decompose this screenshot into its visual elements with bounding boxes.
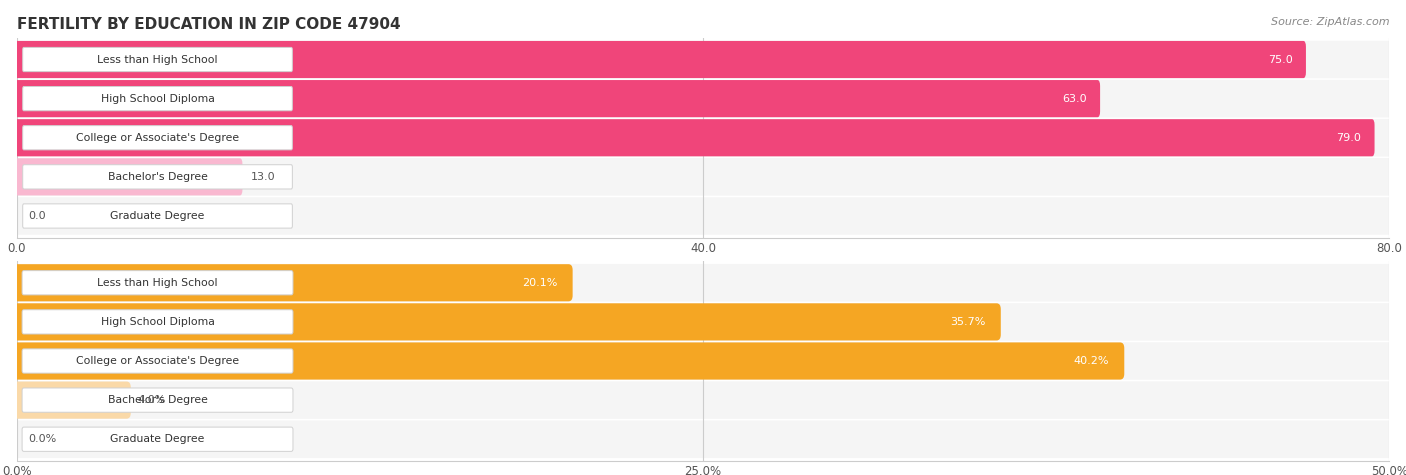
FancyBboxPatch shape — [22, 48, 292, 72]
Text: Bachelor's Degree: Bachelor's Degree — [108, 172, 208, 182]
Text: High School Diploma: High School Diploma — [101, 317, 215, 327]
Text: 0.0%: 0.0% — [28, 434, 56, 444]
Text: Source: ZipAtlas.com: Source: ZipAtlas.com — [1271, 17, 1389, 27]
FancyBboxPatch shape — [22, 165, 292, 189]
Text: 75.0: 75.0 — [1268, 55, 1292, 65]
Text: Graduate Degree: Graduate Degree — [110, 211, 205, 221]
FancyBboxPatch shape — [13, 342, 1125, 380]
FancyBboxPatch shape — [13, 264, 572, 301]
FancyBboxPatch shape — [17, 80, 1389, 117]
Text: 4.0%: 4.0% — [138, 395, 166, 405]
FancyBboxPatch shape — [22, 349, 292, 373]
FancyBboxPatch shape — [22, 86, 292, 111]
FancyBboxPatch shape — [22, 204, 292, 228]
Text: College or Associate's Degree: College or Associate's Degree — [76, 356, 239, 366]
FancyBboxPatch shape — [13, 304, 1001, 341]
Text: 0.0: 0.0 — [28, 211, 45, 221]
FancyBboxPatch shape — [22, 125, 292, 150]
FancyBboxPatch shape — [17, 197, 1389, 235]
Text: 79.0: 79.0 — [1336, 133, 1361, 143]
FancyBboxPatch shape — [22, 388, 292, 412]
FancyBboxPatch shape — [17, 264, 1389, 302]
Text: College or Associate's Degree: College or Associate's Degree — [76, 133, 239, 143]
Text: Less than High School: Less than High School — [97, 55, 218, 65]
Text: FERTILITY BY EDUCATION IN ZIP CODE 47904: FERTILITY BY EDUCATION IN ZIP CODE 47904 — [17, 17, 401, 32]
FancyBboxPatch shape — [13, 381, 131, 418]
Text: Less than High School: Less than High School — [97, 278, 218, 288]
FancyBboxPatch shape — [17, 119, 1389, 157]
FancyBboxPatch shape — [22, 310, 292, 334]
Text: 13.0: 13.0 — [250, 172, 276, 182]
Text: 35.7%: 35.7% — [950, 317, 986, 327]
FancyBboxPatch shape — [17, 420, 1389, 458]
FancyBboxPatch shape — [17, 303, 1389, 341]
FancyBboxPatch shape — [17, 381, 1389, 419]
Text: 40.2%: 40.2% — [1074, 356, 1109, 366]
Text: 20.1%: 20.1% — [522, 278, 558, 288]
Text: High School Diploma: High School Diploma — [101, 94, 215, 104]
FancyBboxPatch shape — [17, 342, 1389, 380]
FancyBboxPatch shape — [14, 80, 1099, 117]
FancyBboxPatch shape — [14, 119, 1375, 156]
Text: Bachelor's Degree: Bachelor's Degree — [108, 395, 208, 405]
FancyBboxPatch shape — [14, 41, 1306, 78]
Text: Graduate Degree: Graduate Degree — [110, 434, 205, 444]
FancyBboxPatch shape — [14, 158, 242, 195]
FancyBboxPatch shape — [22, 427, 292, 451]
FancyBboxPatch shape — [22, 271, 292, 295]
FancyBboxPatch shape — [17, 158, 1389, 196]
FancyBboxPatch shape — [17, 41, 1389, 78]
Text: 63.0: 63.0 — [1062, 94, 1087, 104]
